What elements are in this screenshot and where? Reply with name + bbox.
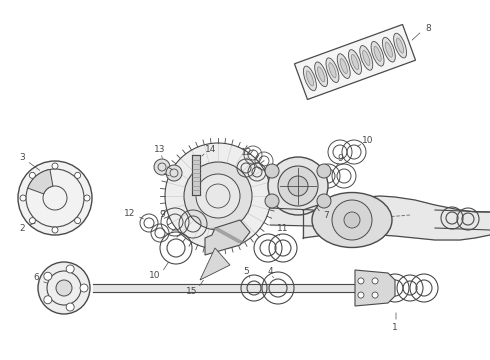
Circle shape: [278, 166, 318, 206]
Ellipse shape: [374, 46, 381, 61]
Circle shape: [344, 212, 360, 228]
Text: 11: 11: [277, 224, 289, 233]
Circle shape: [265, 164, 279, 178]
Circle shape: [165, 143, 271, 249]
Text: 6: 6: [33, 274, 39, 283]
Ellipse shape: [315, 62, 328, 87]
Text: 10: 10: [149, 270, 161, 279]
Text: 14: 14: [205, 144, 217, 153]
Ellipse shape: [348, 50, 362, 74]
Circle shape: [74, 218, 81, 224]
Text: 8: 8: [425, 23, 431, 32]
Ellipse shape: [337, 54, 350, 78]
Ellipse shape: [385, 42, 392, 57]
Ellipse shape: [393, 33, 407, 58]
Circle shape: [44, 296, 52, 304]
Ellipse shape: [303, 66, 317, 91]
Ellipse shape: [268, 157, 328, 215]
Text: 12: 12: [241, 148, 253, 157]
Ellipse shape: [312, 193, 392, 248]
Circle shape: [372, 292, 378, 298]
Ellipse shape: [382, 37, 395, 62]
Wedge shape: [28, 170, 53, 194]
Circle shape: [52, 163, 58, 169]
Circle shape: [166, 165, 182, 181]
Ellipse shape: [340, 59, 347, 74]
Circle shape: [265, 194, 279, 208]
Ellipse shape: [318, 67, 325, 82]
Text: 4: 4: [267, 266, 273, 275]
Circle shape: [18, 161, 92, 235]
Ellipse shape: [360, 46, 373, 70]
Circle shape: [80, 284, 88, 292]
Circle shape: [44, 272, 52, 280]
Circle shape: [29, 218, 35, 224]
Circle shape: [196, 174, 240, 218]
Ellipse shape: [396, 38, 404, 53]
Circle shape: [184, 162, 252, 230]
Text: 5: 5: [243, 266, 249, 275]
Text: 10: 10: [362, 135, 374, 144]
Circle shape: [84, 195, 90, 201]
Ellipse shape: [326, 58, 339, 82]
Text: 9: 9: [159, 210, 165, 219]
Bar: [294, 24, 416, 99]
Circle shape: [358, 278, 364, 284]
Circle shape: [154, 159, 170, 175]
Circle shape: [66, 265, 74, 273]
Polygon shape: [205, 220, 250, 255]
Text: 15: 15: [186, 288, 198, 297]
Circle shape: [288, 176, 308, 196]
Ellipse shape: [363, 50, 370, 66]
Circle shape: [317, 194, 331, 208]
Polygon shape: [200, 248, 230, 280]
Circle shape: [29, 172, 35, 178]
Circle shape: [52, 227, 58, 233]
Polygon shape: [303, 196, 490, 240]
Circle shape: [66, 303, 74, 311]
Text: 7: 7: [323, 211, 329, 220]
Circle shape: [20, 195, 26, 201]
Text: 9: 9: [337, 153, 343, 162]
Circle shape: [332, 200, 372, 240]
Circle shape: [38, 262, 90, 314]
Circle shape: [317, 164, 331, 178]
Text: 2: 2: [19, 224, 25, 233]
Circle shape: [372, 278, 378, 284]
Text: 3: 3: [19, 153, 25, 162]
Ellipse shape: [351, 54, 359, 69]
Circle shape: [56, 280, 72, 296]
Ellipse shape: [329, 63, 336, 78]
Polygon shape: [355, 270, 395, 306]
Ellipse shape: [371, 41, 384, 66]
Circle shape: [358, 292, 364, 298]
Text: 12: 12: [124, 208, 136, 217]
Ellipse shape: [306, 71, 314, 86]
Text: 13: 13: [154, 144, 166, 153]
Circle shape: [74, 172, 81, 178]
Text: 1: 1: [392, 323, 398, 332]
